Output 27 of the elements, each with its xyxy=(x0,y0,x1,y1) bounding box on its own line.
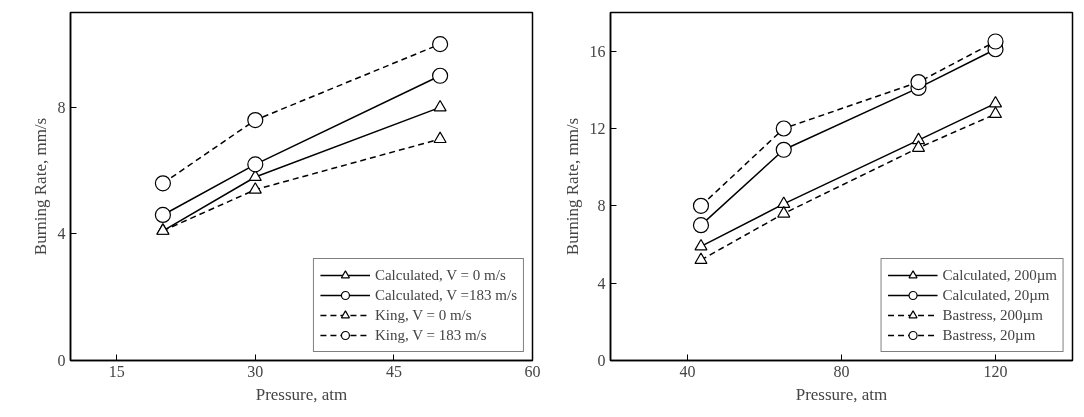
y-tick-label: 0 xyxy=(57,352,66,369)
legend-label: Calculated, 200µm xyxy=(942,266,1057,284)
x-axis-title: Pressure, atm xyxy=(255,384,348,404)
x-tick-label: 45 xyxy=(385,362,402,380)
x-tick-label: 30 xyxy=(247,362,264,380)
y-tick-label: 12 xyxy=(589,120,606,137)
legend-label: King, V = 183 m/s xyxy=(374,326,487,344)
x-tick-label: 80 xyxy=(833,362,850,380)
legend-label: Bastress, 200µm xyxy=(942,306,1043,324)
legend-label: Calculated, V = 0 m/s xyxy=(374,266,506,284)
y-axis-title: Burning Rate, mm/s xyxy=(562,117,582,256)
x-axis-title: Pressure, atm xyxy=(795,384,888,404)
y-tick-label: 0 xyxy=(597,352,606,369)
x-tick-label: 120 xyxy=(983,362,1008,380)
legend-label: Calculated, 20µm xyxy=(942,286,1050,304)
legend-label: King, V = 0 m/s xyxy=(374,306,472,324)
y-tick-label: 8 xyxy=(57,98,66,116)
y-tick-label: 8 xyxy=(597,197,606,215)
legend-label: Bastress, 20µm xyxy=(942,326,1036,344)
legend-label: Calculated, V =183 m/s xyxy=(374,286,517,304)
y-tick-label: 16 xyxy=(589,42,606,60)
x-tick-label: 60 xyxy=(524,362,541,380)
y-tick-label: 4 xyxy=(57,225,66,243)
x-tick-label: 15 xyxy=(108,362,125,380)
y-axis-title: Burning Rate, mm/s xyxy=(30,117,50,256)
x-tick-label: 40 xyxy=(679,362,696,380)
y-tick-label: 4 xyxy=(597,274,606,292)
